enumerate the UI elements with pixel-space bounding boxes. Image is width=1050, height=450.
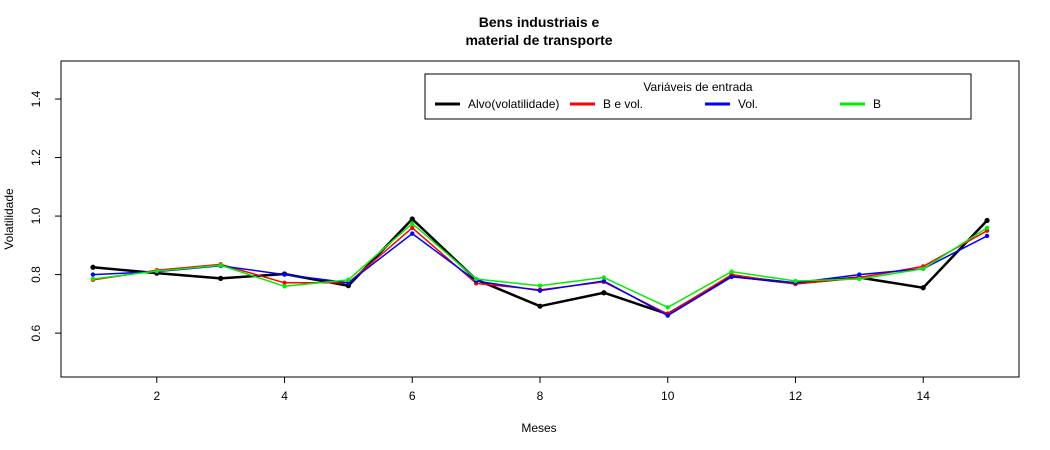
x-tick-label-4: 4 bbox=[281, 389, 288, 403]
chart-title-line-1: Bens industriais e bbox=[479, 14, 600, 30]
x-tick-label-10: 10 bbox=[661, 389, 675, 403]
series-0-point-0 bbox=[90, 264, 96, 270]
series-3-point-0 bbox=[90, 276, 96, 282]
x-tick-label-8: 8 bbox=[537, 389, 544, 403]
series-layer bbox=[90, 216, 990, 318]
legend: Variáveis de entrada Alvo(volatilidade) B… bbox=[424, 73, 972, 120]
y-tick-label-0: 0.6 bbox=[29, 324, 43, 341]
series-3-point-2 bbox=[218, 263, 223, 268]
series-2-point-9 bbox=[665, 313, 670, 318]
series-line-1 bbox=[92, 227, 988, 315]
y-tick-label-2: 1.0 bbox=[29, 207, 43, 224]
series-0-point-5 bbox=[409, 216, 415, 222]
series-1-point-5 bbox=[410, 225, 415, 230]
series-3-point-8 bbox=[601, 275, 607, 280]
y-tick-label-3: 1.2 bbox=[29, 149, 43, 166]
legend-label-2: Vol. bbox=[738, 97, 758, 111]
x-tick-label-6: 6 bbox=[409, 389, 416, 403]
x-axis: 2 4 6 8 10 12 14 bbox=[153, 377, 930, 403]
series-3-point-3 bbox=[282, 284, 287, 289]
y-axis-label: Volatilidade bbox=[2, 188, 16, 250]
legend-entries: Alvo(volatilidade) B e vol. Vol. B bbox=[435, 97, 881, 111]
series-3-point-13 bbox=[921, 266, 926, 271]
legend-label-0: Alvo(volatilidade) bbox=[468, 97, 559, 111]
series-3-point-1 bbox=[154, 268, 159, 274]
legend-label-1: B e vol. bbox=[603, 97, 643, 111]
y-tick-label-1: 0.8 bbox=[29, 266, 43, 283]
series-3-point-7 bbox=[537, 283, 543, 288]
series-2-point-10 bbox=[729, 274, 734, 280]
series-0-point-14 bbox=[984, 217, 990, 224]
series-2-point-12 bbox=[857, 272, 862, 277]
series-line-2 bbox=[92, 232, 988, 317]
x-tick-label-12: 12 bbox=[789, 389, 803, 403]
series-0-point-7 bbox=[537, 303, 543, 309]
series-3-point-11 bbox=[793, 278, 798, 284]
series-0-point-8 bbox=[601, 290, 607, 296]
x-tick-label-14: 14 bbox=[917, 389, 931, 403]
series-3-point-14 bbox=[984, 225, 990, 230]
series-1-point-3 bbox=[282, 280, 287, 285]
series-3-point-12 bbox=[857, 276, 862, 282]
series-2-point-8 bbox=[601, 278, 607, 284]
y-axis: 0.6 0.8 1.0 1.2 1.4 bbox=[29, 90, 61, 341]
x-tick-label-2: 2 bbox=[153, 389, 160, 403]
series-3-point-4 bbox=[346, 277, 351, 283]
chart-title-line-2: material de transporte bbox=[465, 32, 612, 48]
series-2-point-14 bbox=[984, 233, 990, 239]
series-3-point-5 bbox=[410, 221, 415, 226]
legend-label-3: B bbox=[873, 97, 881, 111]
series-3-point-6 bbox=[473, 276, 479, 282]
legend-title: Variáveis de entrada bbox=[643, 80, 753, 94]
y-tick-label-4: 1.4 bbox=[29, 90, 43, 107]
series-0-point-13 bbox=[920, 285, 926, 291]
series-3-point-10 bbox=[729, 269, 734, 274]
series-line-3 bbox=[92, 222, 988, 309]
legend-box bbox=[424, 73, 972, 120]
series-2-point-7 bbox=[537, 288, 543, 293]
series-2-point-3 bbox=[282, 272, 287, 277]
series-2-point-0 bbox=[90, 272, 96, 277]
series-3-point-9 bbox=[665, 305, 670, 310]
series-0-point-2 bbox=[218, 275, 224, 281]
x-axis-label: Meses bbox=[521, 421, 556, 435]
series-2-point-5 bbox=[410, 231, 415, 236]
